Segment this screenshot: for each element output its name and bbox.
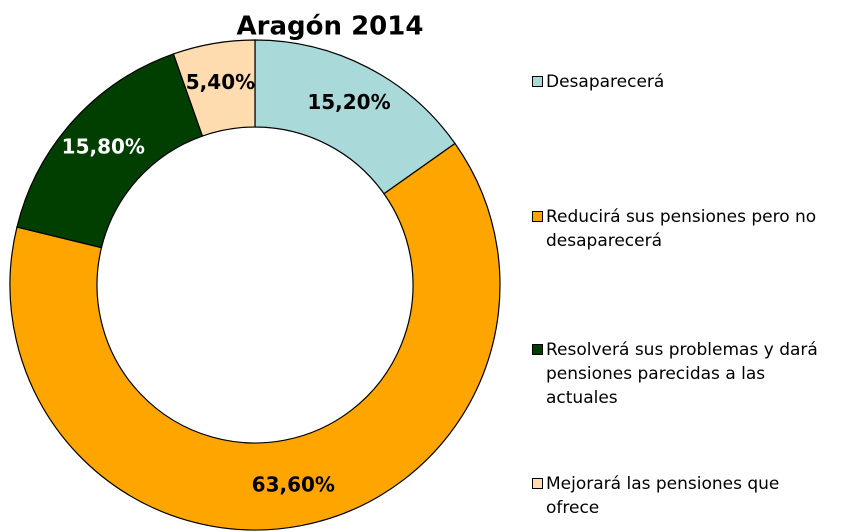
donut-slice — [172, 39, 256, 137]
legend-item: Mejorará las pensiones que ofrece — [532, 472, 832, 520]
legend-swatch — [532, 211, 543, 222]
data-label: 15,20% — [307, 90, 390, 114]
legend-item: Resolverá sus problemas y dará pensiones… — [532, 338, 832, 410]
legend-label: Desaparecerá — [546, 72, 665, 92]
legend-swatch — [532, 76, 543, 87]
legend-item: Desaparecerá — [532, 70, 832, 94]
data-label: 63,60% — [252, 472, 335, 496]
legend-label: Mejorará las pensiones que ofrece — [546, 474, 780, 518]
legend-swatch — [532, 344, 543, 355]
legend-swatch — [532, 478, 543, 489]
donut-slice — [9, 142, 501, 531]
legend-item: Reducirá sus pensiones pero no desaparec… — [532, 205, 832, 253]
legend-label: Resolverá sus problemas y dará pensiones… — [546, 340, 818, 408]
data-label: 15,80% — [62, 134, 145, 158]
legend-label: Reducirá sus pensiones pero no desaparec… — [546, 207, 817, 251]
chart-title: Aragón 2014 — [237, 12, 424, 42]
data-label: 5,40% — [186, 70, 255, 94]
